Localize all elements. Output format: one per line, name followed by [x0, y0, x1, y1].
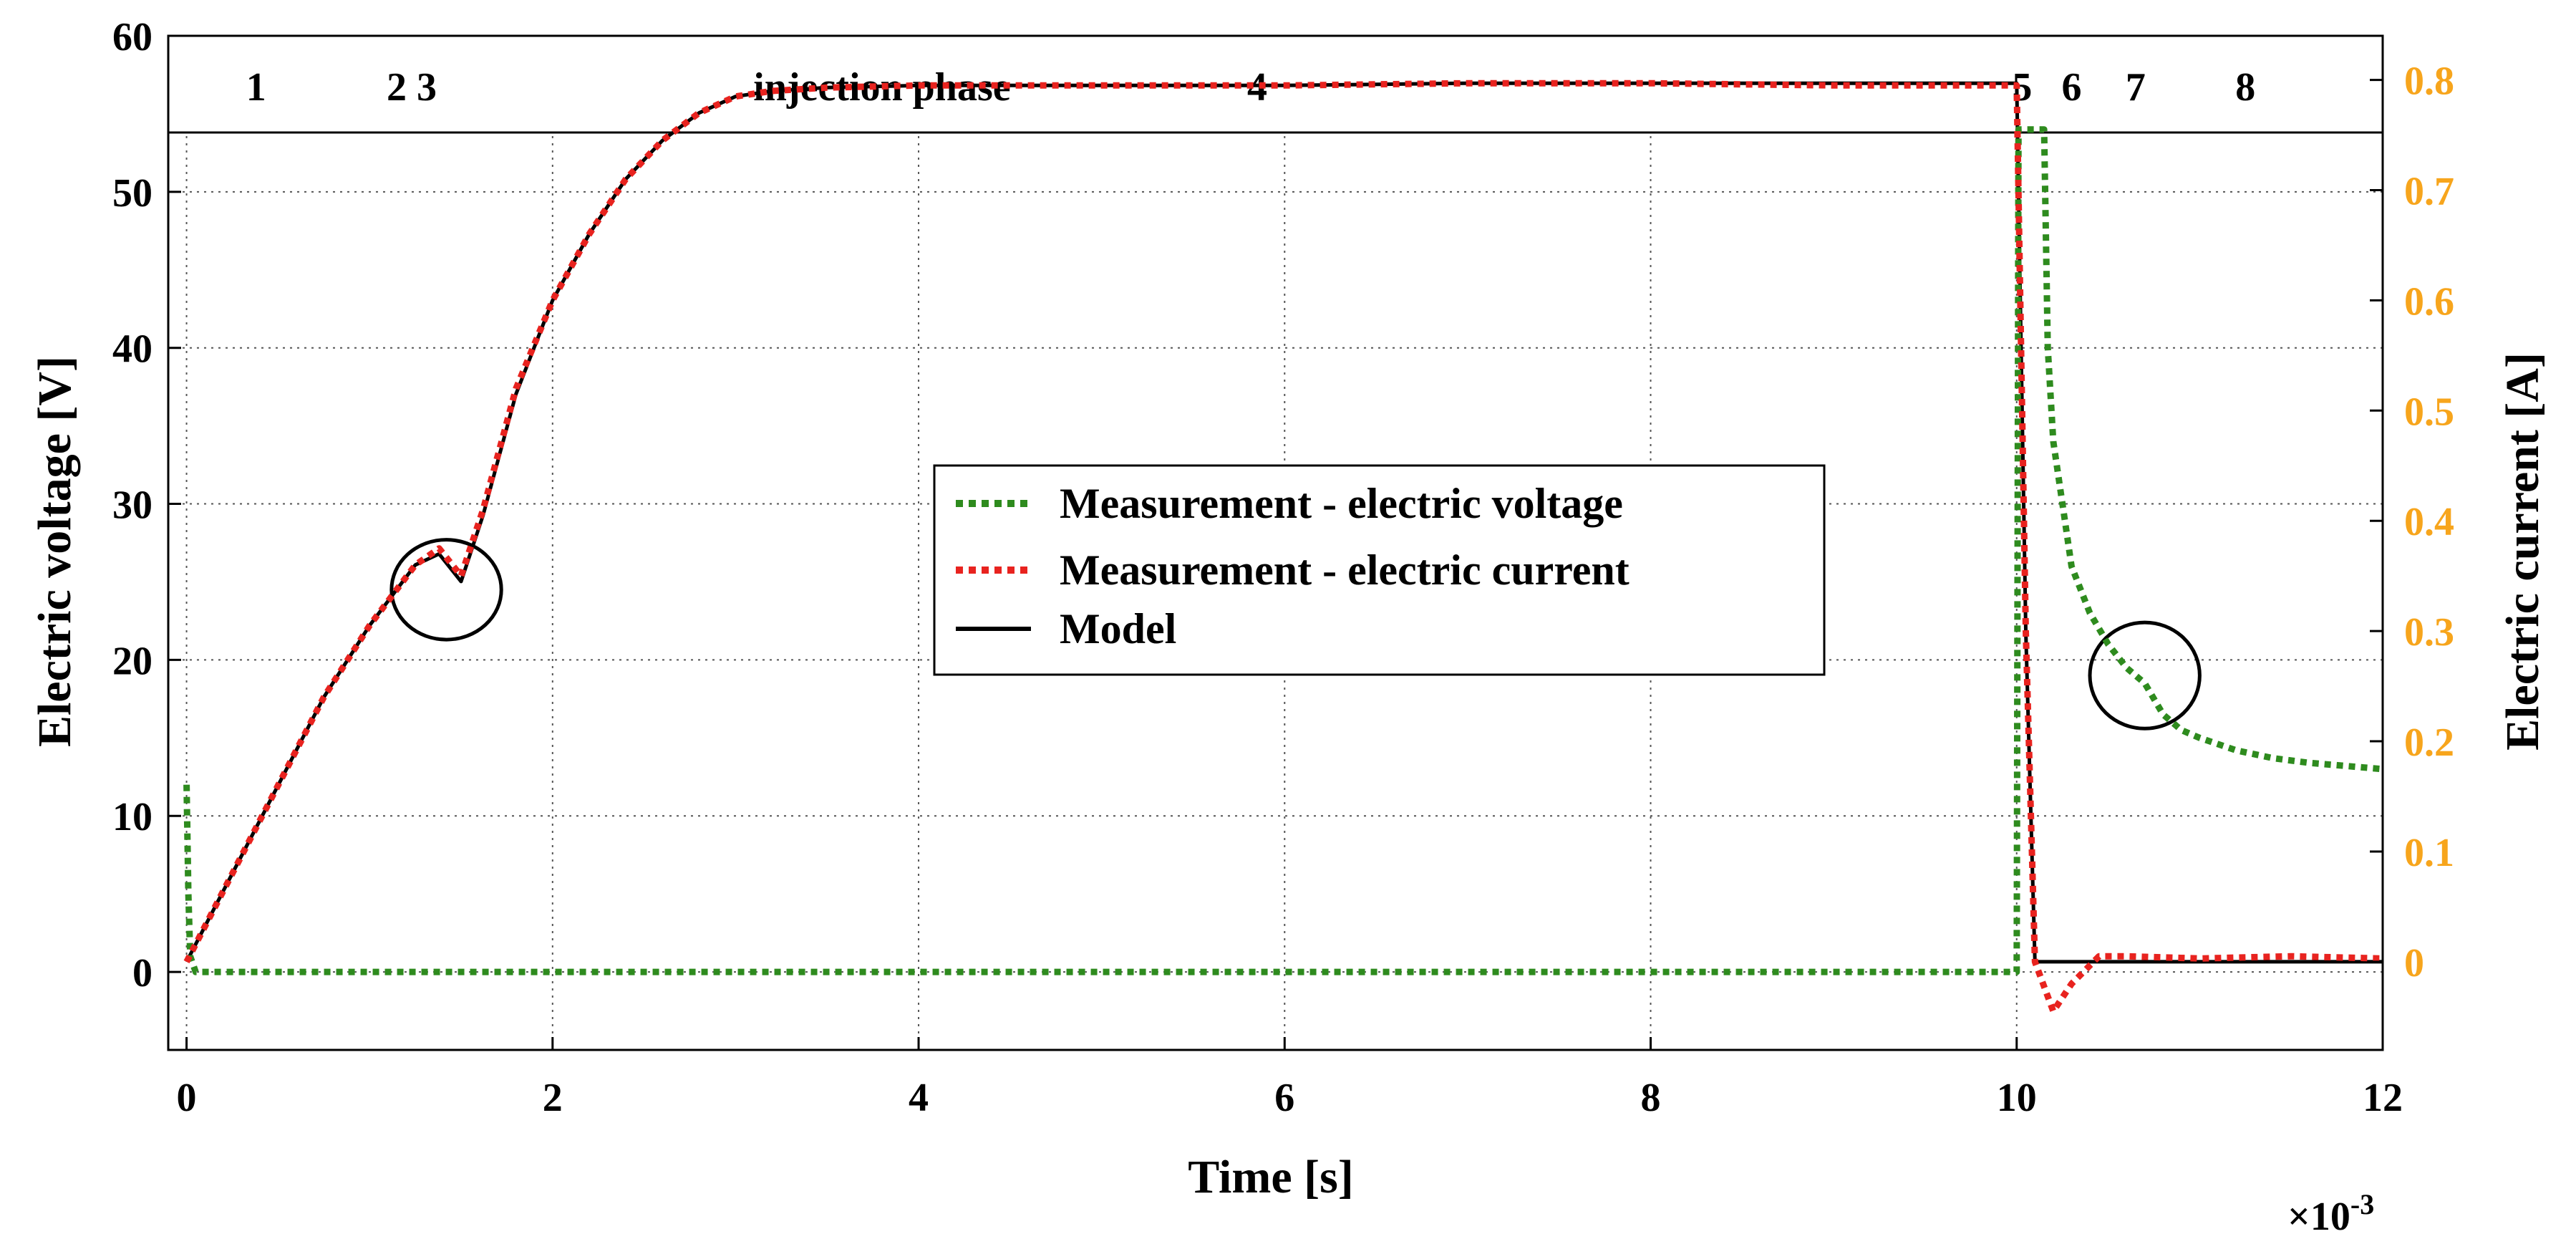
x-tick-label: 12 — [2363, 1076, 2403, 1120]
x-tick-label: 8 — [1641, 1076, 1661, 1120]
x-axis-title: Time [s] — [1188, 1151, 1354, 1203]
y-left-axis-title: Electric voltage [V] — [29, 356, 81, 747]
x-tick-label: 2 — [543, 1076, 563, 1120]
annotations — [389, 538, 2202, 731]
phase-label: 2 3 — [387, 65, 437, 110]
x-multiplier-label: ×10-3 — [2287, 1188, 2374, 1239]
y-right-tick-label: 0.6 — [2404, 279, 2454, 324]
y-left-tick-label: 20 — [112, 639, 152, 683]
series-voltage-line — [183, 126, 2383, 975]
y-right-tick-label: 0 — [2404, 941, 2424, 985]
annotation-circle — [389, 538, 503, 642]
phase-label: 7 — [2126, 65, 2146, 110]
y-right-tick-label: 0.3 — [2404, 610, 2454, 655]
y-left-tick-label: 30 — [112, 483, 152, 528]
annotation-circle — [2088, 620, 2202, 731]
y-left-tick-label: 0 — [132, 951, 152, 995]
y-right-axis-title: Electric current [A] — [2497, 352, 2549, 751]
phase-label: 1 — [246, 65, 266, 110]
y-right-tick-label: 0.1 — [2404, 831, 2454, 875]
y-right-tick-label: 0.2 — [2404, 720, 2454, 765]
x-tick-label: 4 — [909, 1076, 929, 1120]
y-left-tick-label: 40 — [112, 327, 152, 372]
x-tick-label: 10 — [1997, 1076, 2037, 1120]
legend-label-current: Measurement - electric current — [1060, 546, 1630, 594]
x-tick-label: 6 — [1274, 1076, 1294, 1120]
series-current-line — [183, 79, 2383, 1015]
x-tick-label: 0 — [177, 1076, 197, 1120]
phase-label: 8 — [2235, 65, 2255, 110]
series-layer — [183, 79, 2383, 1015]
y-right-tick-label: 0.5 — [2404, 390, 2454, 434]
y-right-tick-label: 0.4 — [2404, 500, 2454, 544]
y-right-tick-label: 0.7 — [2404, 169, 2454, 213]
y-left-tick-label: 50 — [112, 171, 152, 216]
legend: Measurement - electric voltage Measureme… — [933, 464, 1826, 676]
y-right-tick-label: 0.8 — [2404, 59, 2454, 104]
plot-frame — [167, 34, 2384, 1051]
y-left-tick-label: 60 — [112, 15, 152, 59]
grid — [168, 36, 2383, 1050]
legend-box — [933, 464, 1826, 676]
ticks: 0 2 4 6 8 10 1260504030201000.80.70.60.50.40.3… — [112, 15, 2454, 1120]
phase-label: 6 — [2061, 65, 2081, 110]
y-left-tick-label: 10 — [112, 795, 152, 839]
legend-label-voltage: Measurement - electric voltage — [1060, 480, 1623, 527]
legend-label-model: Model — [1060, 605, 1176, 652]
